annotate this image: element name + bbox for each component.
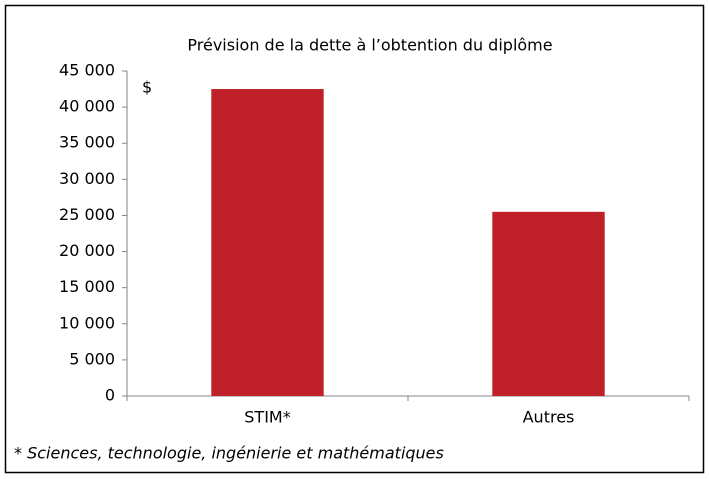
y-axis-unit: $ <box>142 78 152 97</box>
y-tick-label: 0 <box>105 386 115 405</box>
y-tick-label: 5 000 <box>69 349 115 368</box>
y-tick-label: 15 000 <box>59 277 115 296</box>
bar <box>211 89 324 397</box>
y-tick-label: 35 000 <box>59 133 115 152</box>
footnote: * Sciences, technologie, ingénierie et m… <box>14 444 444 463</box>
bar <box>492 211 605 396</box>
x-tick-label: STIM* <box>244 408 290 427</box>
x-tick-label: Autres <box>523 408 575 427</box>
y-tick-label: 25 000 <box>59 205 115 224</box>
chart-title: Prévision de la dette à l’obtention du d… <box>187 36 552 55</box>
y-tick-label: 10 000 <box>59 313 115 332</box>
y-tick-label: 40 000 <box>59 97 115 116</box>
y-tick-label: 45 000 <box>59 61 115 80</box>
y-tick-label: 20 000 <box>59 241 115 260</box>
y-tick-label: 30 000 <box>59 169 115 188</box>
